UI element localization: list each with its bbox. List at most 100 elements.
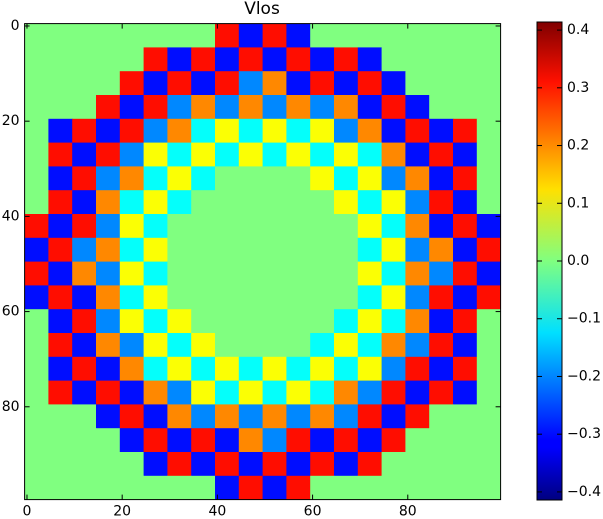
heatmap-cell — [262, 142, 287, 167]
heatmap-cell — [119, 166, 144, 191]
heatmap-cell — [310, 47, 335, 72]
heatmap-cell — [453, 71, 478, 96]
heatmap-cell — [476, 237, 501, 262]
heatmap-cell — [381, 71, 406, 96]
x-tick-label: 60 — [304, 504, 322, 519]
heatmap-cell — [476, 285, 501, 310]
heatmap-cell — [96, 356, 121, 381]
heatmap-cell — [453, 261, 478, 286]
heatmap-cell — [48, 452, 73, 477]
heatmap-cell — [24, 214, 49, 239]
heatmap-cell — [381, 428, 406, 453]
colorbar-tick-label: 0.1 — [567, 195, 589, 211]
heatmap-cell — [24, 452, 49, 477]
heatmap-cell — [72, 214, 97, 239]
heatmap-cell — [96, 333, 121, 358]
heatmap-cell — [429, 166, 454, 191]
heatmap-cell — [96, 452, 121, 477]
heatmap-cell — [215, 214, 240, 239]
heatmap-cell — [96, 214, 121, 239]
heatmap-cell — [238, 333, 263, 358]
heatmap-cell — [405, 380, 430, 405]
y-tick-label: 20 — [2, 113, 20, 129]
heatmap-cell — [381, 166, 406, 191]
heatmap-cell — [119, 71, 144, 96]
heatmap-cell — [453, 142, 478, 167]
heatmap-cell — [24, 95, 49, 120]
heatmap-cell — [429, 356, 454, 381]
heatmap-cell — [476, 47, 501, 72]
heatmap-cell — [405, 333, 430, 358]
heatmap-cell — [286, 214, 311, 239]
heatmap-cell — [191, 47, 216, 72]
colorbar-tick-label: 0.0 — [567, 253, 589, 269]
heatmap-cell — [310, 452, 335, 477]
heatmap-cell — [357, 71, 382, 96]
heatmap-cell — [429, 285, 454, 310]
heatmap-cell — [119, 333, 144, 358]
heatmap-cell — [167, 142, 192, 167]
heatmap-cell — [334, 452, 359, 477]
heatmap-cell — [238, 118, 263, 143]
heatmap-cell — [143, 95, 168, 120]
heatmap-cell — [167, 333, 192, 358]
heatmap-cell — [286, 356, 311, 381]
heatmap-cell — [262, 404, 287, 429]
heatmap-cell — [286, 261, 311, 286]
heatmap-cell — [405, 95, 430, 120]
heatmap-cell — [381, 380, 406, 405]
heatmap-cell — [286, 71, 311, 96]
heatmap-cell — [167, 261, 192, 286]
heatmap-cell — [429, 95, 454, 120]
heatmap-cell — [143, 404, 168, 429]
x-tick-label: 20 — [113, 504, 131, 519]
heatmap-cell — [215, 356, 240, 381]
heatmap-cell — [381, 142, 406, 167]
heatmap-cell — [381, 95, 406, 120]
heatmap-cell — [24, 118, 49, 143]
heatmap-cell — [215, 261, 240, 286]
heatmap-cell — [96, 428, 121, 453]
heatmap-cell — [24, 237, 49, 262]
heatmap-cell — [357, 118, 382, 143]
heatmap-cell — [476, 452, 501, 477]
heatmap-cell — [334, 333, 359, 358]
heatmap-cell — [453, 166, 478, 191]
heatmap-cell — [167, 428, 192, 453]
heatmap-cell — [215, 23, 240, 48]
heatmap-cell — [453, 285, 478, 310]
heatmap-cell — [238, 428, 263, 453]
heatmap-cell — [167, 166, 192, 191]
heatmap-cell — [48, 475, 73, 500]
heatmap-cell — [429, 142, 454, 167]
heatmap-cell — [334, 380, 359, 405]
heatmap-cell — [167, 190, 192, 215]
heatmap-cell — [191, 166, 216, 191]
heatmap-cell — [262, 452, 287, 477]
heatmap-cell — [72, 309, 97, 334]
colorbar-tick-label: −0.1 — [567, 311, 601, 327]
colorbar-tick-label: 0.2 — [567, 138, 589, 154]
heatmap-cell — [334, 214, 359, 239]
heatmap-cell — [476, 190, 501, 215]
heatmap-cell — [262, 23, 287, 48]
heatmap-cell — [191, 118, 216, 143]
heatmap-cell — [215, 333, 240, 358]
heatmap-cell — [72, 47, 97, 72]
heatmap-cell — [405, 428, 430, 453]
heatmap-cell — [119, 452, 144, 477]
heatmap-cell — [357, 333, 382, 358]
heatmap-cell — [191, 23, 216, 48]
heatmap-cell — [191, 214, 216, 239]
heatmap-cell — [143, 261, 168, 286]
heatmap-cell — [357, 452, 382, 477]
heatmap-cell — [119, 142, 144, 167]
heatmap-cell — [96, 142, 121, 167]
heatmap-cell — [48, 23, 73, 48]
heatmap-cell — [167, 237, 192, 262]
heatmap-cell — [286, 142, 311, 167]
heatmap-cell — [24, 380, 49, 405]
heatmap-cell — [262, 95, 287, 120]
heatmap-cell — [72, 23, 97, 48]
heatmap-cell — [405, 142, 430, 167]
